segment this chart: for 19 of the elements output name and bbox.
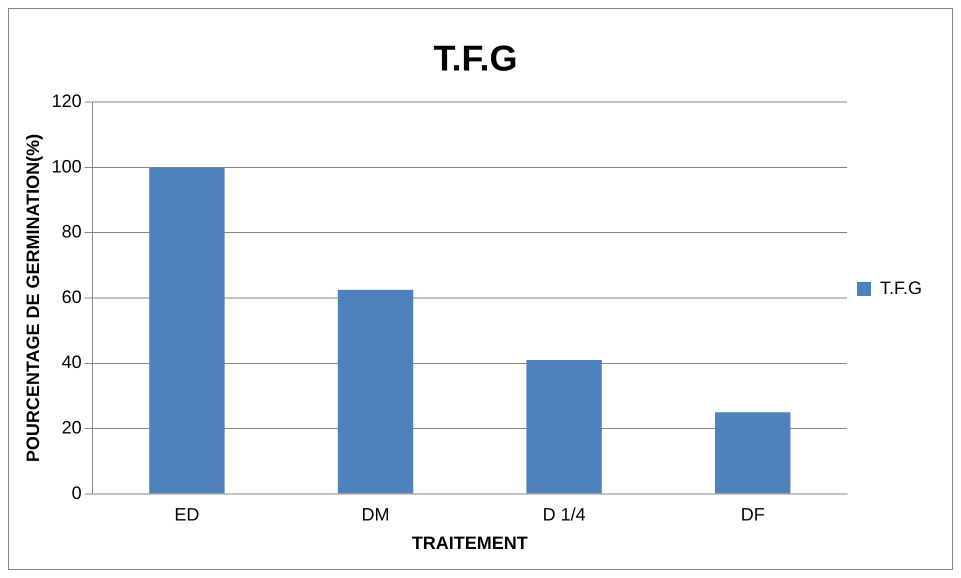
y-tick-label: 0 [72, 482, 82, 503]
bar [149, 167, 225, 494]
bar [714, 412, 790, 494]
y-tick-label: 80 [62, 222, 82, 242]
x-tick-label: D 1/4 [542, 504, 586, 525]
x-tick-label: DM [362, 504, 390, 525]
y-tick-label: 120 [52, 91, 82, 112]
y-tick-label: 60 [62, 286, 82, 307]
x-axis-title: TRAITEMENT [412, 533, 528, 554]
x-tick-label: DF [740, 504, 765, 525]
legend-label: T.F.G [880, 278, 922, 298]
y-tick-label: 40 [62, 352, 82, 372]
bar [526, 360, 602, 494]
y-tick-label: 20 [62, 418, 82, 438]
y-tick-label: 100 [52, 156, 82, 176]
chart-title: T.F.G [433, 38, 518, 79]
y-axis-title: POURCENTAGE DE GERMINATION(%) [22, 134, 43, 462]
bar [338, 290, 414, 494]
x-tick-label: ED [174, 504, 200, 525]
